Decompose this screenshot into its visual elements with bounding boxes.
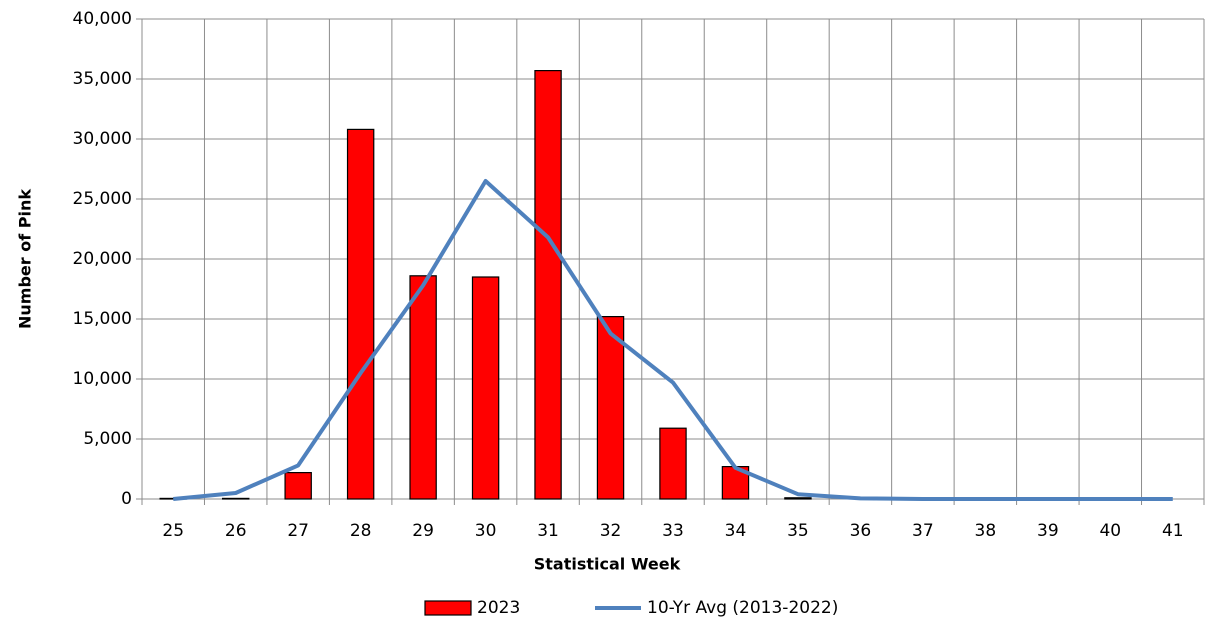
x-tick-label: 28 (350, 521, 372, 541)
y-tick-label: 15,000 (73, 309, 132, 329)
bar (409, 275, 437, 500)
x-tick-label: 35 (787, 521, 809, 541)
x-tick-label: 27 (287, 521, 309, 541)
bar (471, 276, 500, 500)
x-tick-label: 29 (412, 521, 434, 541)
bar (221, 497, 250, 500)
bar (534, 69, 562, 500)
x-tick-label: 26 (225, 521, 247, 541)
y-tick-label: 40,000 (73, 9, 132, 29)
y-axis-title: Number of Pink (16, 189, 35, 329)
legend-label: 2023 (477, 598, 520, 618)
x-tick-label: 38 (975, 521, 997, 541)
x-tick-label: 36 (850, 521, 872, 541)
bar (784, 497, 812, 500)
x-tick-label: 39 (1037, 521, 1059, 541)
legend-swatch (424, 600, 472, 616)
x-tick-label: 31 (537, 521, 559, 541)
x-tick-label: 41 (1162, 521, 1184, 541)
x-tick-label: 37 (912, 521, 934, 541)
x-tick-label: 33 (662, 521, 684, 541)
y-tick-label: 30,000 (73, 129, 132, 149)
x-tick-label: 25 (162, 521, 184, 541)
x-tick-label: 40 (1099, 521, 1121, 541)
y-tick-label: 35,000 (73, 69, 132, 89)
x-tick-label: 32 (600, 521, 622, 541)
x-tick-label: 30 (475, 521, 497, 541)
bar (346, 128, 375, 500)
y-tick-label: 0 (121, 489, 132, 509)
y-tick-label: 5,000 (83, 429, 132, 449)
y-tick-label: 10,000 (73, 369, 132, 389)
legend-label: 10-Yr Avg (2013-2022) (647, 598, 838, 618)
bar (596, 316, 625, 500)
x-axis-title: Statistical Week (534, 555, 681, 574)
bar (284, 472, 312, 500)
x-tick-label: 34 (725, 521, 747, 541)
line (173, 179, 1173, 501)
bar (659, 427, 687, 500)
y-tick-label: 25,000 (73, 189, 132, 209)
y-tick-label: 20,000 (73, 249, 132, 269)
